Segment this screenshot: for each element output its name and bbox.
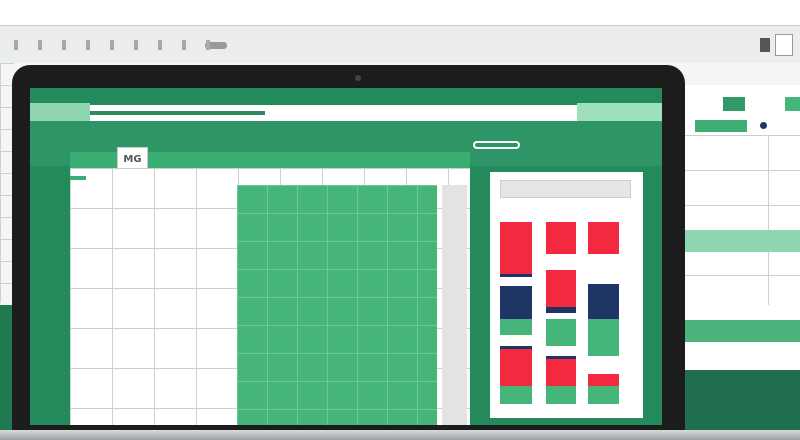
background-green-right: [683, 370, 800, 440]
chart-bar-red: [500, 222, 532, 277]
sheet-tab-mg[interactable]: MG: [117, 147, 148, 172]
column-header-row: [70, 152, 470, 168]
top-bar: [0, 0, 800, 25]
tool-icon[interactable]: [182, 40, 186, 50]
background-spreadsheet-right: [683, 85, 800, 370]
scrollbar[interactable]: [442, 185, 467, 425]
tool-icon[interactable]: [134, 40, 138, 50]
chart-panel: [490, 172, 643, 418]
background-green-left: [0, 305, 14, 440]
tool-icon[interactable]: [158, 40, 162, 50]
dot-icon: [760, 122, 767, 129]
selected-cell: [695, 120, 747, 132]
highlighted-range: [237, 185, 437, 425]
tool-icon[interactable]: [38, 40, 42, 50]
chart-bar-green: [588, 319, 619, 356]
app-toolbar: [0, 25, 800, 63]
address-bar[interactable]: [90, 105, 577, 121]
toolbar-button[interactable]: [205, 42, 227, 49]
chart-bar-red: [546, 222, 576, 254]
chart-bar-green: [500, 319, 532, 335]
chart-bar-red: [546, 356, 576, 386]
tool-icon[interactable]: [14, 40, 18, 50]
highlight-row: [683, 230, 800, 252]
search-box[interactable]: [577, 103, 662, 121]
chart-bar-green: [546, 386, 576, 404]
highlight-row: [683, 320, 800, 342]
ribbon-left: [30, 103, 90, 121]
header-cell: [723, 97, 745, 111]
laptop-base: [0, 430, 800, 440]
screen: MG: [30, 88, 662, 425]
chart-bar-green: [546, 319, 576, 346]
tool-icon[interactable]: [206, 40, 210, 50]
webcam-icon: [355, 75, 361, 81]
toggle-icon[interactable]: [473, 141, 520, 149]
window-button[interactable]: [760, 38, 770, 52]
chart-bar-navy: [588, 284, 619, 319]
tool-icon[interactable]: [110, 40, 114, 50]
chart-bar-red: [500, 346, 532, 386]
chart-bar-green: [500, 386, 532, 404]
header-cell: [785, 97, 800, 111]
spreadsheet-grid: [70, 168, 470, 425]
tool-icon[interactable]: [62, 40, 66, 50]
window-button[interactable]: [775, 34, 793, 56]
chart-bar-red: [588, 222, 619, 254]
chart-bar-red: [546, 270, 576, 313]
chart-title-bar: [500, 180, 631, 198]
chart-bar-green: [588, 386, 619, 404]
chart-bar-red: [588, 374, 619, 386]
tool-icon[interactable]: [86, 40, 90, 50]
chart-bar-navy: [500, 286, 532, 319]
background-spreadsheet-left: [0, 63, 14, 303]
